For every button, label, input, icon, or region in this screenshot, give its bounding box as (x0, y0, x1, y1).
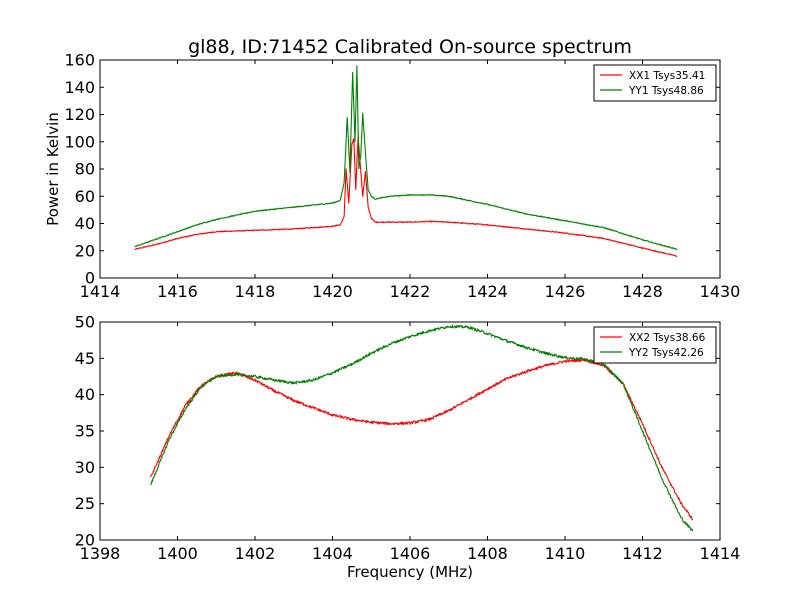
legend-entry: XX2 Tsys38.66 (629, 332, 706, 344)
y-tick-label: 20 (75, 531, 95, 550)
x-tick-label: 1422 (390, 282, 431, 301)
x-tick-label: 1410 (545, 544, 586, 563)
x-tick-label: 1414 (80, 282, 121, 301)
y-tick-label: 0 (85, 269, 95, 288)
y-tick-label: 40 (75, 385, 95, 404)
x-tick-label: 1412 (622, 544, 663, 563)
legend-box (593, 326, 717, 364)
x-tick-label: 1398 (80, 544, 121, 563)
series-line-2-2 (150, 324, 694, 532)
y-tick-label: 50 (75, 313, 95, 332)
x-tick-label: 1414 (700, 544, 741, 563)
x-tick-label: 1426 (545, 282, 586, 301)
y-tick-label: 25 (75, 494, 95, 513)
legend-entry: YY2 Tsys42.26 (628, 347, 704, 359)
x-tick-label: 1416 (157, 282, 198, 301)
top-spectrum-panel: 1414 1416 1418 1420 1422 1424 1426 1428 1430 0 20 4… (44, 51, 740, 302)
legend-box (593, 64, 717, 102)
y-tick-label: 45 (75, 349, 95, 368)
x-tick-label: 1406 (390, 544, 431, 563)
y-tick-label: 30 (75, 458, 95, 477)
legend: XX1 Tsys35.41 YY1 Tsys48.86 (593, 64, 717, 102)
x-tick-label: 1420 (312, 282, 353, 301)
series-line-1-2 (134, 65, 678, 250)
series-line-1-1 (134, 136, 678, 257)
y-tick-label: 35 (75, 422, 95, 441)
figure-title: gl88, ID:71452 Calibrated On-source spec… (188, 36, 632, 58)
x-tick-label: 1402 (235, 544, 276, 563)
x-tick-label: 1408 (467, 544, 508, 563)
x-tick-label: 1400 (157, 544, 198, 563)
legend: XX2 Tsys38.66 YY2 Tsys42.26 (593, 326, 717, 364)
x-tick-label: 1404 (312, 544, 353, 563)
x-tick-label: 1428 (622, 282, 663, 301)
bottom-spectrum-panel: 1398 1400 1402 1404 1406 1408 1410 1412 1414 20 25… (75, 313, 741, 582)
y-tick-label: 40 (75, 214, 95, 233)
y-tick-label: 100 (64, 132, 95, 151)
y-tick-label: 120 (64, 105, 95, 124)
legend-entry: XX1 Tsys35.41 (629, 70, 705, 82)
x-axis-label: Frequency (MHz) (347, 563, 473, 581)
x-tick-label: 1430 (700, 282, 741, 301)
x-tick-label: 1418 (235, 282, 276, 301)
y-tick-label: 20 (75, 241, 95, 260)
series-line-2-1 (149, 358, 693, 521)
y-axis-label: Power in Kelvin (44, 112, 62, 226)
plot-area (134, 65, 678, 257)
y-tick-label: 60 (75, 187, 95, 206)
y-tick-label: 160 (64, 51, 95, 70)
legend-entry: YY1 Tsys48.86 (628, 85, 704, 97)
y-tick-label: 80 (75, 160, 95, 179)
y-tick-label: 140 (64, 78, 95, 97)
plot-area (149, 324, 694, 532)
x-tick-label: 1424 (467, 282, 508, 301)
